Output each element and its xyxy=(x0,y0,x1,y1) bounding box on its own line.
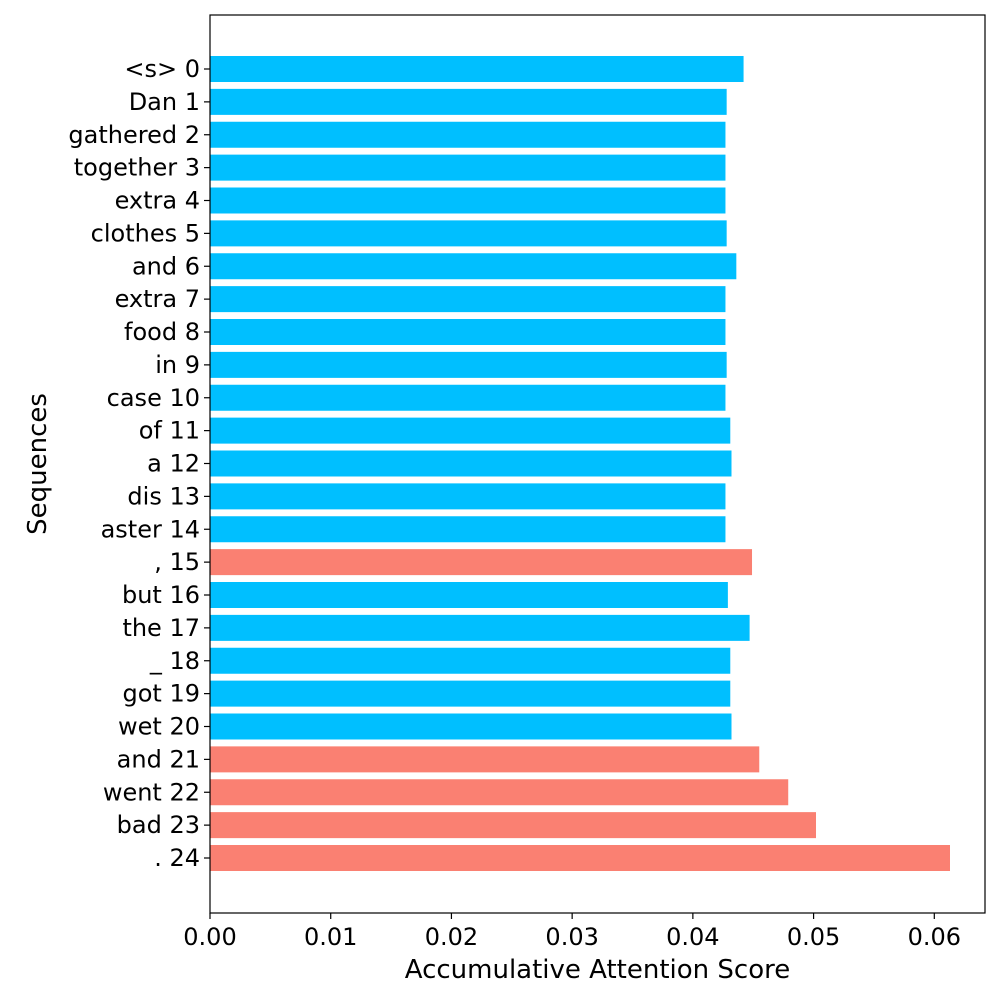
bar xyxy=(210,680,731,707)
bar xyxy=(210,845,950,871)
y-tick-label: a 12 xyxy=(147,450,200,478)
y-tick-labels: <s> 0 Dan 1 gathered 2 together 3 extra 4 clo… xyxy=(68,55,210,872)
bar xyxy=(210,286,726,313)
x-tick-label: 0.05 xyxy=(787,923,840,951)
y-tick-label: clothes 5 xyxy=(91,219,200,247)
y-axis-title: Sequences xyxy=(23,393,53,535)
bar xyxy=(210,121,726,148)
bar xyxy=(210,483,726,510)
y-tick-label: the 17 xyxy=(122,614,200,642)
bar xyxy=(210,319,726,345)
y-tick-label: but 16 xyxy=(122,581,200,609)
bar xyxy=(210,417,731,444)
y-tick-label: extra 4 xyxy=(115,187,200,215)
bar xyxy=(210,549,753,576)
y-tick-label: bad 23 xyxy=(117,811,200,839)
y-tick-label: together 3 xyxy=(74,154,200,182)
y-tick-label: _ 18 xyxy=(149,647,200,675)
bar xyxy=(210,647,731,674)
x-tick-label: 0.01 xyxy=(304,923,357,951)
y-tick-label: , 15 xyxy=(154,548,200,576)
y-tick-label: . 24 xyxy=(154,844,200,872)
bar xyxy=(210,220,727,247)
y-tick-label: and 6 xyxy=(132,252,200,280)
y-tick-label: wet 20 xyxy=(118,713,200,741)
bar xyxy=(210,516,726,543)
bar xyxy=(210,582,728,608)
bar xyxy=(210,187,726,214)
y-tick-label: <s> 0 xyxy=(124,55,200,83)
y-tick-label: aster 14 xyxy=(101,515,200,543)
plot-frame xyxy=(209,14,986,914)
x-tick-label: 0.04 xyxy=(666,923,719,951)
bar xyxy=(210,614,750,641)
bar xyxy=(210,351,727,378)
y-tick-label: of 11 xyxy=(139,417,200,445)
y-tick-label: extra 7 xyxy=(115,285,200,313)
y-tick-label: and 21 xyxy=(117,745,200,773)
bar xyxy=(210,450,732,477)
bar xyxy=(210,154,726,181)
x-tick-label: 0.02 xyxy=(425,923,478,951)
x-axis-title: Accumulative Attention Score xyxy=(405,955,791,985)
bar xyxy=(210,253,737,280)
bar xyxy=(210,812,816,839)
bar xyxy=(210,88,727,115)
y-tick-label: went 22 xyxy=(103,778,200,806)
bar xyxy=(210,746,760,773)
y-tick-label: in 9 xyxy=(155,351,200,379)
bar xyxy=(210,713,732,740)
y-tick-label: gathered 2 xyxy=(68,121,200,149)
bar xyxy=(210,56,744,82)
bars-layer xyxy=(210,56,950,871)
y-tick-label: dis 13 xyxy=(127,482,200,510)
y-tick-label: case 10 xyxy=(107,384,200,412)
x-tick-label: 0.06 xyxy=(908,923,961,951)
x-tick-labels: 0.00 0.01 0.02 0.03 0.04 0.05 0.06 xyxy=(183,913,961,951)
bar xyxy=(210,779,789,806)
x-tick-label: 0.00 xyxy=(183,923,236,951)
y-tick-label: got 19 xyxy=(123,680,201,708)
y-tick-label: food 8 xyxy=(124,318,200,346)
y-tick-label: Dan 1 xyxy=(129,88,200,116)
x-tick-label: 0.03 xyxy=(545,923,598,951)
bar xyxy=(210,384,726,411)
